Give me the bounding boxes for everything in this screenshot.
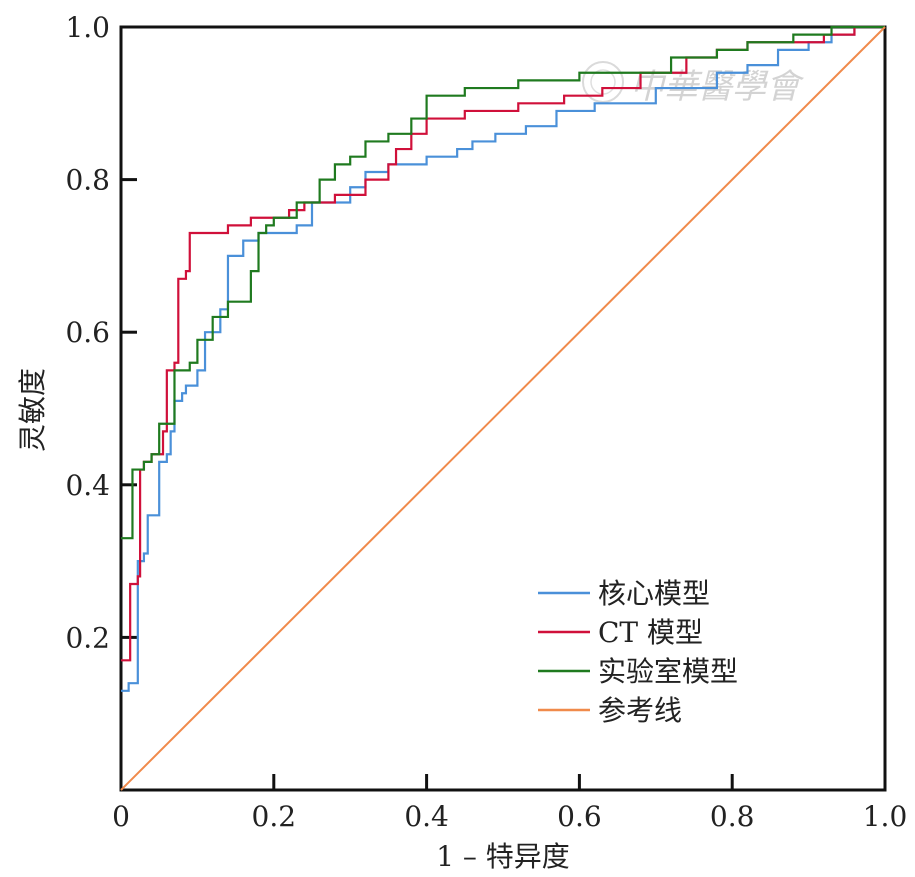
series-layer xyxy=(120,25,886,791)
watermark-seal-icon xyxy=(582,61,624,103)
series-line-1 xyxy=(121,25,885,662)
watermark: 中華醫學會 xyxy=(582,61,805,107)
legend-label: CT 模型 xyxy=(598,616,703,649)
x-axis-title: 1 – 特异度 xyxy=(436,840,570,873)
x-tick-label: 0.6 xyxy=(557,800,602,833)
y-tick-label: 1.0 xyxy=(65,11,110,44)
y-axis-title: 灵敏度 xyxy=(16,368,49,452)
legend-label: 参考线 xyxy=(598,694,682,727)
x-tick-label: 0 xyxy=(112,800,130,833)
y-tick-label: 0.2 xyxy=(65,621,110,654)
tick-labels: 0 0.2 0.4 0.6 0.8 1.0 0.2 0.4 0.6 0.8 1.0 xyxy=(65,11,907,833)
plot-frame xyxy=(119,25,887,792)
y-tick-label: 0.8 xyxy=(65,164,110,197)
y-tick-label: 0.4 xyxy=(65,469,110,502)
legend-label: 实验室模型 xyxy=(598,655,738,688)
series-line-3 xyxy=(120,26,886,791)
x-tick-label: 0.4 xyxy=(404,800,449,833)
x-tick-label: 1.0 xyxy=(863,800,908,833)
axis-ticks xyxy=(121,178,734,790)
legend-label: 核心模型 xyxy=(598,577,710,610)
series-line-2 xyxy=(121,25,885,540)
x-tick-label: 0.8 xyxy=(710,800,755,833)
series-line-0 xyxy=(121,25,885,692)
x-tick-label: 0.2 xyxy=(252,800,297,833)
y-tick-label: 0.6 xyxy=(65,316,110,349)
